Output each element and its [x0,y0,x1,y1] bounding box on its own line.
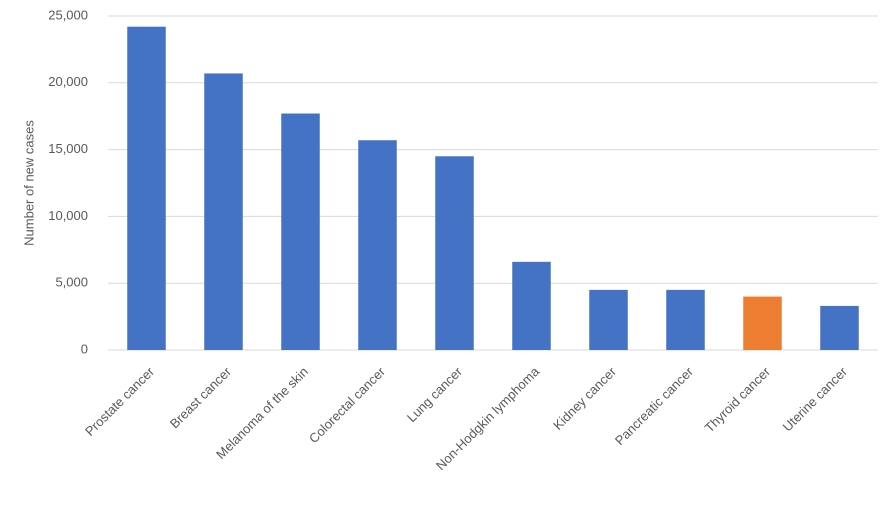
x-tick-label: Pancreatic cancer [612,363,697,448]
bar [589,289,628,350]
y-tick-label: 10,000 [48,208,88,223]
y-tick-label: 0 [81,341,88,356]
x-tick-label: Uterine cancer [780,363,851,434]
bar [512,261,551,350]
x-tick-label: Colorectal cancer [306,363,389,446]
bar [281,113,320,350]
y-tick-label: 20,000 [48,74,88,89]
bar [666,289,705,350]
x-tick-label: Prostate cancer [82,363,157,438]
y-axis-label: Number of new cases [21,120,36,246]
bar [743,296,782,350]
x-tick-label: Kidney cancer [550,363,619,432]
bar [820,305,859,350]
x-tick-label: Breast cancer [167,363,235,431]
y-tick-label: 25,000 [48,7,88,22]
x-tick-label: Thyroid cancer [702,363,774,435]
bar [358,140,397,350]
x-tick-label: Lung cancer [404,363,466,425]
bar [204,73,243,350]
bar [435,156,474,350]
y-tick-label: 5,000 [55,275,88,290]
y-tick-label: 15,000 [48,141,88,156]
bar [127,26,166,351]
